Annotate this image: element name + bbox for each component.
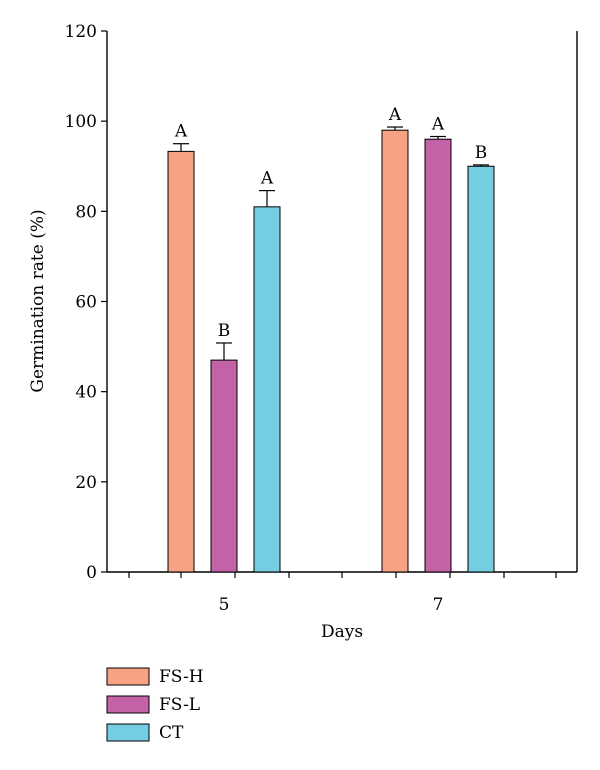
- bar-fs-h-day7: [381, 129, 409, 573]
- legend-label: FS-L: [159, 695, 200, 715]
- legend-label: CT: [159, 723, 184, 743]
- legend: FS-H FS-L CT: [106, 667, 204, 743]
- significance-letters: A B A A A B: [174, 105, 487, 341]
- y-tick-label: 20: [75, 473, 97, 493]
- bar-fs-l-day7: [424, 138, 452, 573]
- significance-letter: A: [260, 169, 274, 189]
- axes: 0 20 40 60 80 100 120 5 7: [65, 22, 578, 615]
- significance-letter: B: [475, 143, 488, 163]
- legend-swatch-fs-h: [106, 667, 150, 686]
- bar-fs-l-day5: [210, 359, 238, 573]
- legend-swatch-ct: [106, 723, 150, 742]
- significance-letter: A: [431, 114, 445, 134]
- x-tick-label: 7: [433, 595, 444, 615]
- y-tick-label: 40: [75, 383, 97, 403]
- significance-letter: A: [388, 105, 402, 125]
- x-tick-label: 5: [219, 595, 230, 615]
- significance-letter: B: [218, 321, 231, 341]
- y-tick-label: 100: [65, 112, 97, 132]
- significance-letter: A: [174, 122, 188, 142]
- y-tick-label: 60: [75, 293, 97, 313]
- y-axis-title: Germination rate (%): [28, 209, 48, 392]
- x-axis-title: Days: [321, 622, 363, 642]
- y-tick-label: 80: [75, 202, 97, 222]
- y-tick-label: 0: [86, 563, 97, 583]
- bar-fs-h-day5: [167, 150, 195, 573]
- bar-ct-day7: [467, 165, 495, 573]
- legend-swatch-fs-l: [106, 695, 150, 714]
- bars: [167, 126, 495, 573]
- bar-ct-day5: [253, 206, 281, 573]
- y-tick-label: 120: [65, 22, 97, 42]
- legend-label: FS-H: [159, 667, 204, 687]
